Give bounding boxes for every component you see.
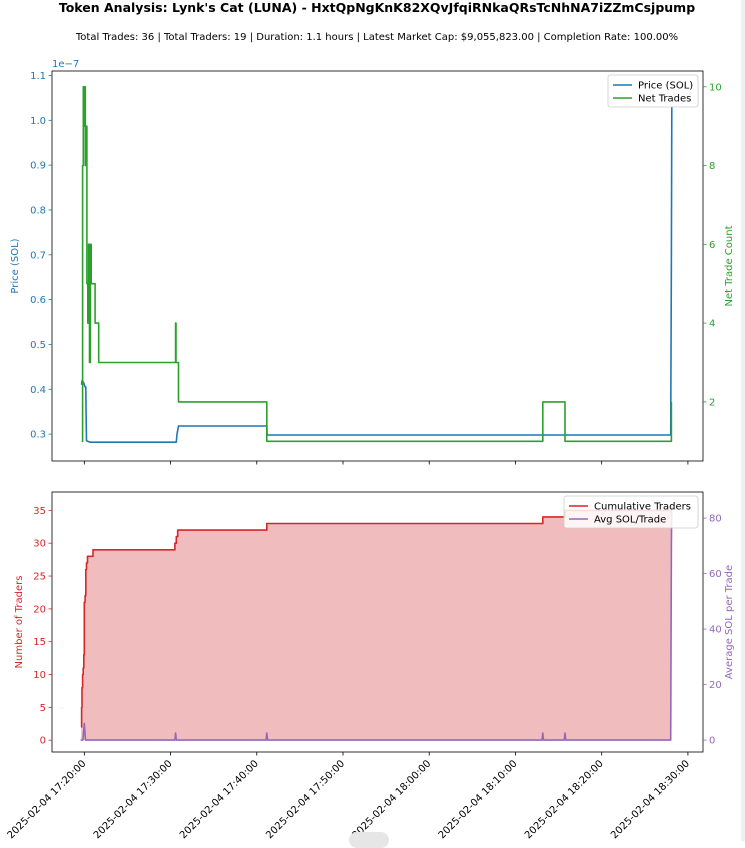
y-tick-label: 0.7: [30, 250, 46, 261]
x-tick-label: 2025-02-04 17:40:00: [178, 758, 261, 841]
y2-axis-label: Net Trade Count: [724, 225, 735, 306]
x-tick-label: 2025-02-04 18:00:00: [350, 758, 433, 841]
x-tick-label: 2025-02-04 17:20:00: [6, 758, 89, 841]
y-tick-label: 1.1: [30, 71, 46, 82]
y-axis-label: Number of Traders: [14, 576, 25, 669]
series-line: [80, 106, 673, 443]
y2-tick-label: 60: [709, 569, 722, 580]
y-offset-text: 1e−7: [52, 59, 79, 70]
legend-label: Net Trades: [638, 94, 691, 105]
series-line: [81, 86, 673, 443]
y-tick-label: 15: [33, 637, 46, 648]
x-tick-label: 2025-02-04 17:50:00: [264, 758, 347, 841]
series-line: [80, 503, 673, 728]
y-tick-label: 1.0: [30, 116, 46, 127]
y2-tick-label: 0: [709, 736, 715, 747]
y2-axis-label: Average SOL per Trade: [724, 565, 735, 679]
x-tick-label: 2025-02-04 18:20:00: [523, 758, 606, 841]
y2-tick-label: 20: [709, 680, 722, 691]
y2-tick-label: 6: [709, 240, 715, 251]
y2-tick-label: 10: [709, 82, 722, 93]
price-net-trades-panel: 0.3 0.4 0.5 0.6 0.7 0.8 0.9 1.0 1.1 2 4 6 8 10 Price (…: [10, 59, 735, 465]
y-tick-label: 10: [33, 670, 46, 681]
y-tick-label: 25: [33, 572, 46, 583]
chart-subtitle: Total Trades: 36 | Total Traders: 19 | D…: [75, 32, 678, 43]
legend: Price (SOL) Net Trades: [607, 74, 699, 108]
y-tick-label: 0.9: [30, 161, 46, 172]
traders-avg-sol-panel: 0 5 10 15 20 25 30 35 0 20 40 60 80 2025-02-04 17:20:…: [6, 491, 735, 841]
y-tick-label: 30: [33, 539, 46, 550]
y2-tick-label: 8: [709, 161, 715, 172]
y-tick-label: 5: [40, 703, 46, 714]
x-tick-label: 2025-02-04 18:10:00: [437, 758, 520, 841]
y2-tick-label: 4: [709, 319, 715, 330]
legend-label: Price (SOL): [638, 81, 693, 92]
legend-box: [563, 495, 699, 529]
y-tick-label: 0: [40, 736, 46, 747]
y-tick-label: 20: [33, 604, 46, 615]
y-tick-label: 0.3: [30, 430, 46, 441]
legend-label: Cumulative Traders: [594, 502, 691, 513]
legend: Cumulative Traders Avg SOL/Trade: [563, 495, 699, 529]
y2-tick-label: 80: [709, 514, 722, 525]
series-area-fill: [81, 503, 672, 741]
plot-frame: [51, 491, 704, 753]
series-line: [80, 504, 673, 741]
scrollbar[interactable]: [741, 0, 745, 841]
y2-tick-label: 2: [709, 397, 715, 408]
y2-tick-label: 40: [709, 625, 722, 636]
plot-frame: [51, 70, 704, 462]
y-axis-label: Price (SOL): [10, 238, 21, 293]
legend-box: [607, 74, 699, 108]
chart-title: Token Analysis: Lynk's Cat (LUNA) - HxtQ…: [59, 0, 695, 15]
legend-label: Avg SOL/Trade: [594, 515, 666, 526]
y-tick-label: 0.6: [30, 295, 46, 306]
x-tick-label: 2025-02-04 17:30:00: [92, 758, 175, 841]
x-tick-label: 2025-02-04 18:30:00: [609, 758, 692, 841]
y-tick-label: 35: [33, 506, 46, 517]
y-tick-label: 0.4: [30, 385, 46, 396]
y-tick-label: 0.8: [30, 205, 46, 216]
scroll-down-handle[interactable]: [349, 832, 389, 848]
y-tick-label: 0.5: [30, 340, 46, 351]
